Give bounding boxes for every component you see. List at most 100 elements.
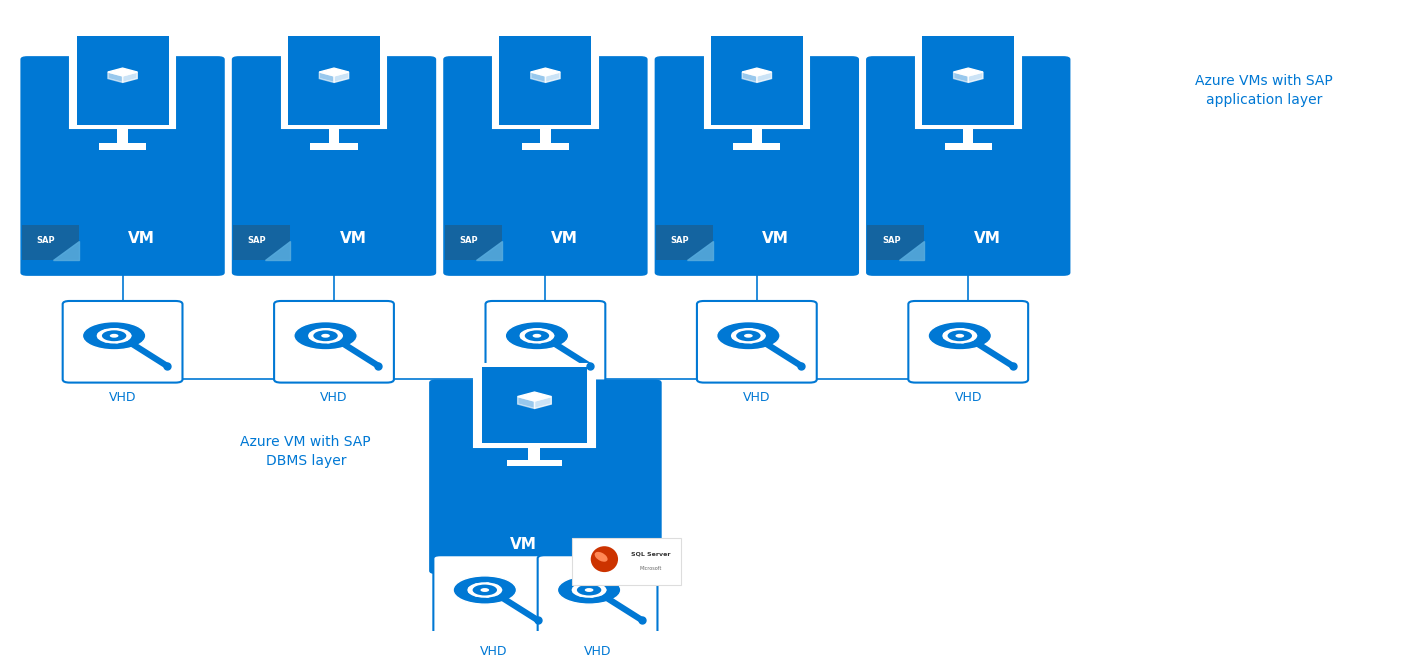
Polygon shape <box>688 241 713 260</box>
Circle shape <box>525 330 549 342</box>
Polygon shape <box>535 397 552 409</box>
Circle shape <box>546 340 550 341</box>
Text: Azure VMs with SAP
application layer: Azure VMs with SAP application layer <box>1196 74 1333 107</box>
FancyBboxPatch shape <box>572 538 681 585</box>
Polygon shape <box>954 72 968 82</box>
Circle shape <box>468 592 473 594</box>
Text: VM: VM <box>511 537 538 552</box>
Bar <box>945 143 992 150</box>
FancyBboxPatch shape <box>657 224 713 260</box>
Polygon shape <box>531 68 560 76</box>
Text: VHD: VHD <box>743 391 771 404</box>
Circle shape <box>974 335 978 337</box>
FancyBboxPatch shape <box>538 555 658 637</box>
Circle shape <box>485 595 490 597</box>
Text: VM: VM <box>129 231 156 246</box>
Bar <box>328 128 340 143</box>
Polygon shape <box>518 392 552 401</box>
Bar <box>751 128 763 143</box>
FancyBboxPatch shape <box>916 34 1020 128</box>
Circle shape <box>739 329 743 331</box>
Circle shape <box>475 595 480 597</box>
Bar <box>310 143 358 150</box>
Circle shape <box>313 330 338 342</box>
Circle shape <box>325 342 330 343</box>
Circle shape <box>528 341 532 343</box>
Circle shape <box>584 588 593 592</box>
Circle shape <box>453 576 516 604</box>
Bar <box>541 128 550 143</box>
Polygon shape <box>531 72 545 82</box>
Polygon shape <box>265 241 290 260</box>
Bar <box>733 143 781 150</box>
Polygon shape <box>475 241 502 260</box>
FancyBboxPatch shape <box>62 301 183 382</box>
Circle shape <box>494 585 498 586</box>
Polygon shape <box>334 72 348 82</box>
Polygon shape <box>54 241 79 260</box>
Polygon shape <box>954 68 983 76</box>
Text: VM: VM <box>763 231 790 246</box>
Polygon shape <box>968 72 983 82</box>
Polygon shape <box>108 72 123 82</box>
Circle shape <box>942 328 978 343</box>
Circle shape <box>761 335 766 337</box>
Circle shape <box>308 332 313 334</box>
Text: SAP: SAP <box>882 236 901 245</box>
Circle shape <box>961 328 965 330</box>
Text: Azure VM with SAP
DBMS layer: Azure VM with SAP DBMS layer <box>241 435 371 468</box>
FancyBboxPatch shape <box>923 36 1015 125</box>
Circle shape <box>599 585 603 586</box>
Circle shape <box>468 587 473 589</box>
Circle shape <box>115 342 119 343</box>
Circle shape <box>494 594 498 595</box>
Text: VHD: VHD <box>955 391 982 404</box>
FancyBboxPatch shape <box>429 380 662 574</box>
Circle shape <box>969 340 974 341</box>
Polygon shape <box>320 68 348 76</box>
Ellipse shape <box>594 552 607 562</box>
Circle shape <box>338 335 342 337</box>
Circle shape <box>473 584 497 595</box>
Circle shape <box>96 328 132 343</box>
Circle shape <box>485 582 490 584</box>
Circle shape <box>521 332 525 334</box>
FancyBboxPatch shape <box>233 224 290 260</box>
Circle shape <box>732 328 766 343</box>
Text: Microsoft: Microsoft <box>640 566 661 571</box>
Circle shape <box>599 594 603 595</box>
Bar <box>117 128 127 143</box>
FancyBboxPatch shape <box>492 34 597 128</box>
Bar <box>522 143 569 150</box>
FancyBboxPatch shape <box>698 301 816 382</box>
Circle shape <box>590 595 594 597</box>
Circle shape <box>961 342 965 343</box>
Circle shape <box>749 328 753 330</box>
Circle shape <box>316 329 320 331</box>
FancyBboxPatch shape <box>655 56 859 276</box>
Polygon shape <box>899 241 924 260</box>
Ellipse shape <box>590 546 618 572</box>
Circle shape <box>944 337 948 339</box>
FancyBboxPatch shape <box>76 36 168 125</box>
Circle shape <box>758 340 763 341</box>
Circle shape <box>579 595 583 597</box>
FancyBboxPatch shape <box>499 36 591 125</box>
Circle shape <box>736 330 761 342</box>
Bar <box>508 460 562 467</box>
Circle shape <box>955 334 964 338</box>
Circle shape <box>949 329 954 331</box>
Circle shape <box>969 330 974 332</box>
Circle shape <box>732 332 736 334</box>
Polygon shape <box>108 68 137 76</box>
FancyBboxPatch shape <box>485 301 606 382</box>
Circle shape <box>481 588 490 592</box>
FancyBboxPatch shape <box>474 364 594 447</box>
Circle shape <box>550 335 555 337</box>
FancyBboxPatch shape <box>21 224 79 260</box>
Circle shape <box>127 335 132 337</box>
Circle shape <box>944 332 948 334</box>
Polygon shape <box>320 72 334 82</box>
Circle shape <box>321 334 330 338</box>
Circle shape <box>573 587 577 589</box>
